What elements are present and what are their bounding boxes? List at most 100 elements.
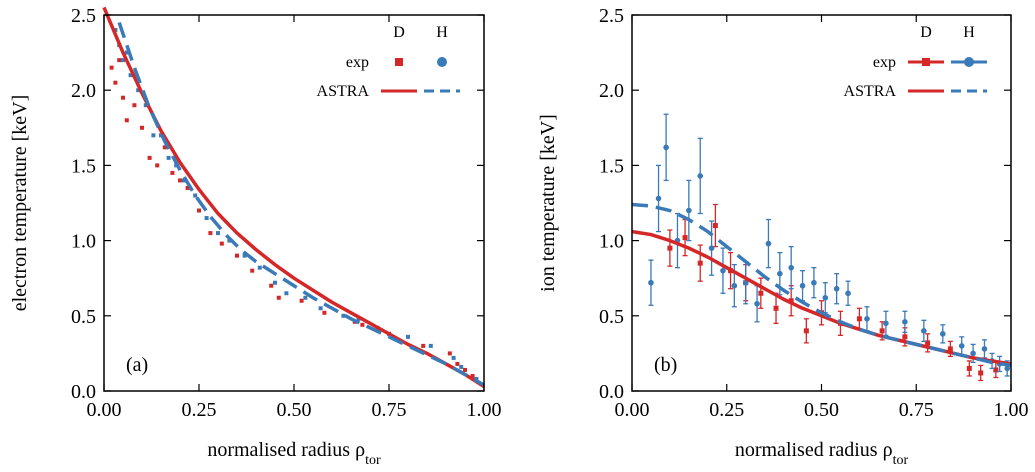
panel-b-exp-h-point	[648, 279, 654, 286]
panel-b-exp-h-point	[663, 144, 669, 151]
panel-b-legend-header-h: H	[963, 24, 975, 41]
panel-a-exp-d-point	[140, 125, 144, 130]
panel-a-plot-frame	[103, 14, 485, 392]
panel-b-exp-h-point	[1004, 365, 1011, 372]
panel-a-exp-d-point	[235, 253, 239, 258]
panel-a-label: (a)	[126, 354, 148, 376]
panel-a-exp-d-point	[121, 95, 125, 100]
panel-a-y-tick-label: 0.0	[71, 381, 96, 403]
panel-a-exp-d-point	[219, 241, 224, 246]
panel-b-exp-h-point	[754, 300, 760, 307]
panel-b-exp-d-point	[773, 305, 779, 311]
panel-a-exp-d-point	[322, 310, 327, 315]
panel-a-y-tick-label: 1.5	[71, 155, 96, 177]
panel-a-exp-h-point	[166, 155, 171, 160]
panel-b-legend-header-d: D	[920, 24, 932, 41]
panel-b-exp-d-point	[788, 298, 794, 304]
panel-a-legend-header-d: D	[393, 24, 405, 41]
panel-a-y-ticks: 0.0 0.5 1.0 1.5 2.0 2.5	[71, 5, 484, 403]
panel-b-exp-h-point	[939, 331, 946, 337]
panel-a-y-axis-label: electron temperature [keV]	[9, 95, 31, 312]
panel-a-exp-d-point	[162, 145, 167, 150]
panel-b-exp-h-point	[765, 240, 772, 247]
panel-b-y-tick-label: 0.5	[599, 306, 624, 328]
panel-b: 0.00 0.25 0.50 0.75 1.00 0.00.51.01.52.02.5 …	[537, 5, 1029, 468]
panel-a-exp-d-point	[299, 298, 304, 303]
panel-b-exp-h-point	[777, 270, 783, 277]
panel-a-exp-d-point	[208, 231, 213, 236]
panel-a-exp-d-point	[124, 118, 129, 123]
panel-b-exp-h-point	[720, 267, 726, 274]
panel-b-x-ticks: 0.00 0.25 0.50 0.75 1.00	[615, 15, 1029, 421]
panel-b-exp-h-point	[686, 207, 692, 214]
panel-a-exp-h-point	[113, 28, 118, 33]
panel-b-legend-exp-d-marker	[922, 58, 930, 66]
panel-a-exp-d-point	[155, 163, 160, 168]
panel-a-exp-d-point	[276, 295, 281, 300]
panel-b-exp-d-point	[856, 316, 862, 322]
panel-b-legend-exp-label: exp	[873, 54, 896, 71]
panel-a-exp-h-point	[341, 313, 346, 318]
panel-b-y-tick-label: 1.0	[599, 231, 624, 253]
panel-a-exp-d-point	[269, 283, 274, 288]
panel-b-exp-h-point	[981, 346, 988, 352]
panel-b-exp-h-point	[708, 245, 715, 251]
panel-a-legend-header-h: H	[436, 24, 448, 41]
panel-b-exp-h-point	[811, 279, 817, 286]
panel-a-exp-d-point	[117, 58, 122, 63]
panel-a-legend-exp-d-marker	[395, 58, 403, 66]
panel-a-exp-h-point	[451, 355, 456, 360]
panel-b-exp-d-point	[697, 260, 703, 266]
panel-a-exp-h-point	[121, 58, 125, 63]
panel-a-exp-h-point	[257, 265, 262, 270]
panel-b-x-axis-label: normalised radius ρtor	[735, 439, 909, 468]
panel-a-exp-h-point	[303, 295, 308, 300]
panel-a-exp-d-point	[360, 322, 365, 327]
panel-a: 0.00 0.25 0.50 0.75 1.00 0.00.51.01.52.02.5 …	[9, 5, 502, 468]
panel-b-x-tick-label: 0.25	[709, 399, 744, 421]
panel-a-exp-h-point	[318, 306, 323, 311]
panel-a-legend-exp-label: exp	[346, 54, 369, 71]
panel-b-y-axis-label: ion temperature [keV]	[537, 114, 559, 292]
panel-a-exp-h-point	[216, 231, 220, 236]
panel-a-exp-d-point	[421, 343, 426, 348]
panel-b-y-tick-label: 2.0	[599, 80, 624, 102]
panel-b-legend-exp-h-marker	[964, 57, 974, 67]
panel-a-exp-h-point	[242, 253, 247, 258]
panel-a-exp-d-point	[197, 208, 201, 213]
panel-b-astra-h-line	[631, 202, 1012, 368]
panel-a-legend-exp-h-marker	[437, 57, 447, 67]
panel-b-exp-d-point	[966, 365, 972, 371]
panel-b-exp-d-point	[682, 235, 688, 241]
panel-b-x-tick-label: 0.75	[899, 399, 934, 421]
panel-a-exp-h-point	[428, 343, 433, 348]
panel-a-x-tick-label: 0.25	[182, 399, 217, 421]
panel-a-x-tick-label: 0.50	[277, 399, 312, 421]
panel-b-y-tick-label: 1.5	[599, 155, 624, 177]
panel-b-label: (b)	[654, 354, 677, 376]
panel-a-exp-h-point	[128, 73, 133, 78]
panel-b-exp-h-point	[742, 279, 749, 286]
panel-a-exp-d-point	[463, 367, 467, 372]
panel-a-exp-d-point	[132, 103, 137, 108]
panel-a-exp-d-point	[109, 65, 114, 70]
panel-b-x-tick-label: 0.00	[615, 399, 650, 421]
panel-b-exp-d-point	[902, 334, 908, 340]
panel-b-exp-h-point	[697, 173, 704, 179]
panel-b-y-tick-label: 0.0	[599, 381, 624, 403]
panel-b-exp-h-point	[799, 282, 806, 289]
panel-b-x-tick-label: 1.00	[994, 399, 1029, 421]
panel-b-exp-h-point	[833, 285, 840, 292]
panel-a-astra-h-line	[117, 21, 485, 387]
panel-b-exp-h-point	[864, 316, 870, 322]
panel-a-exp-d-point	[170, 170, 175, 175]
panel-a-y-tick-label: 1.0	[71, 231, 96, 253]
panel-a-exp-d-point	[113, 80, 118, 85]
panel-b-x-tick-label: 0.50	[804, 399, 839, 421]
panel-a-exp-d-point	[185, 185, 190, 190]
panel-a-x-tick-label: 0.00	[87, 399, 122, 421]
panel-b-y-ticks: 0.0 0.5 1.0 1.5 2.0 2.5	[599, 5, 1011, 403]
panel-b-exp-d-point	[925, 340, 931, 346]
panel-a-y-tick-label: 2.0	[71, 80, 96, 102]
